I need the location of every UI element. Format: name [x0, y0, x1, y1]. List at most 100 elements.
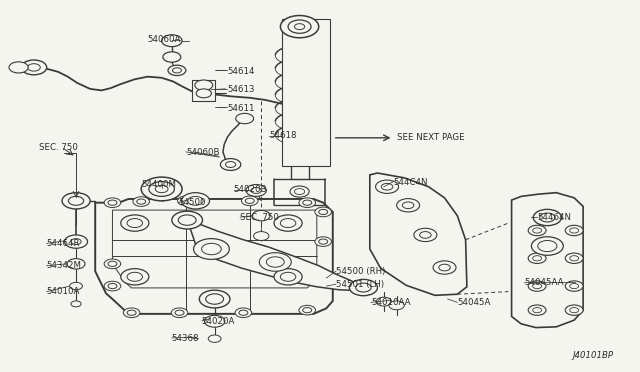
Circle shape — [280, 16, 319, 38]
Circle shape — [225, 161, 236, 167]
Circle shape — [266, 257, 284, 267]
Circle shape — [156, 185, 168, 193]
Circle shape — [178, 215, 196, 225]
Circle shape — [319, 239, 328, 244]
Circle shape — [439, 264, 451, 271]
Circle shape — [356, 283, 371, 292]
Text: SEC. 750: SEC. 750 — [240, 213, 279, 222]
Circle shape — [127, 310, 136, 315]
Text: 54060B: 54060B — [186, 148, 220, 157]
Text: SEC. 750: SEC. 750 — [39, 142, 78, 151]
Text: 54368: 54368 — [172, 334, 199, 343]
Polygon shape — [370, 173, 467, 295]
Text: 54400M: 54400M — [141, 180, 176, 189]
Circle shape — [121, 215, 149, 231]
Circle shape — [133, 197, 150, 206]
Circle shape — [137, 199, 146, 204]
Circle shape — [202, 243, 221, 255]
Circle shape — [239, 310, 248, 315]
Circle shape — [220, 158, 241, 170]
Circle shape — [532, 256, 541, 261]
Text: 54464R: 54464R — [47, 239, 80, 248]
Circle shape — [108, 261, 117, 266]
Circle shape — [236, 113, 253, 124]
Text: 54611: 54611 — [227, 104, 255, 113]
Circle shape — [565, 281, 583, 291]
Circle shape — [280, 219, 296, 228]
Circle shape — [71, 238, 81, 244]
Circle shape — [531, 237, 563, 255]
Circle shape — [104, 198, 121, 208]
Circle shape — [149, 182, 174, 196]
Text: 54500: 54500 — [178, 198, 205, 207]
Circle shape — [403, 202, 414, 209]
Circle shape — [397, 199, 420, 212]
Text: J40101BP: J40101BP — [572, 351, 613, 360]
Circle shape — [199, 290, 230, 308]
Circle shape — [121, 269, 149, 285]
Text: SEE NEXT PAGE: SEE NEXT PAGE — [397, 133, 464, 142]
Circle shape — [62, 193, 90, 209]
Circle shape — [252, 211, 270, 221]
Circle shape — [253, 232, 269, 240]
Bar — [282, 19, 330, 166]
Circle shape — [70, 282, 83, 290]
Circle shape — [315, 207, 332, 217]
Circle shape — [173, 68, 181, 73]
Circle shape — [532, 228, 541, 233]
Circle shape — [104, 259, 121, 269]
Circle shape — [274, 215, 302, 231]
Circle shape — [376, 180, 399, 193]
Circle shape — [533, 209, 561, 226]
Circle shape — [108, 200, 117, 205]
Circle shape — [528, 305, 546, 315]
Circle shape — [172, 308, 188, 318]
Polygon shape — [95, 199, 333, 314]
Circle shape — [193, 238, 229, 259]
Circle shape — [259, 253, 291, 271]
Circle shape — [570, 228, 579, 233]
Circle shape — [294, 24, 305, 30]
Circle shape — [235, 308, 252, 318]
Circle shape — [205, 294, 223, 304]
Circle shape — [245, 198, 254, 203]
Circle shape — [204, 315, 225, 327]
Circle shape — [532, 308, 541, 313]
Circle shape — [528, 225, 546, 235]
Circle shape — [420, 232, 431, 238]
Circle shape — [288, 20, 311, 33]
Circle shape — [389, 301, 404, 310]
Circle shape — [299, 198, 316, 208]
Circle shape — [188, 196, 203, 205]
Text: 54618: 54618 — [269, 131, 296, 141]
Circle shape — [251, 187, 261, 193]
Circle shape — [570, 283, 579, 289]
Circle shape — [67, 259, 85, 269]
Circle shape — [124, 308, 140, 318]
Text: 54045AA: 54045AA — [524, 278, 564, 287]
Circle shape — [528, 281, 546, 291]
Circle shape — [162, 35, 182, 46]
Text: 54613: 54613 — [227, 85, 255, 94]
Text: 54342M: 54342M — [47, 261, 82, 270]
Circle shape — [294, 189, 305, 195]
Circle shape — [241, 196, 258, 206]
Circle shape — [168, 65, 186, 76]
Circle shape — [319, 209, 328, 215]
Circle shape — [565, 225, 583, 235]
Circle shape — [104, 281, 121, 291]
Text: 54045A: 54045A — [458, 298, 491, 307]
Circle shape — [299, 305, 316, 315]
Circle shape — [532, 283, 541, 289]
Circle shape — [290, 186, 309, 197]
Circle shape — [181, 198, 190, 203]
Circle shape — [381, 183, 393, 190]
Circle shape — [570, 308, 579, 313]
Circle shape — [570, 256, 579, 261]
Circle shape — [246, 185, 266, 196]
Circle shape — [303, 308, 312, 313]
Circle shape — [274, 269, 302, 285]
Circle shape — [195, 80, 212, 90]
Circle shape — [127, 272, 143, 281]
Text: 54010AA: 54010AA — [371, 298, 411, 307]
